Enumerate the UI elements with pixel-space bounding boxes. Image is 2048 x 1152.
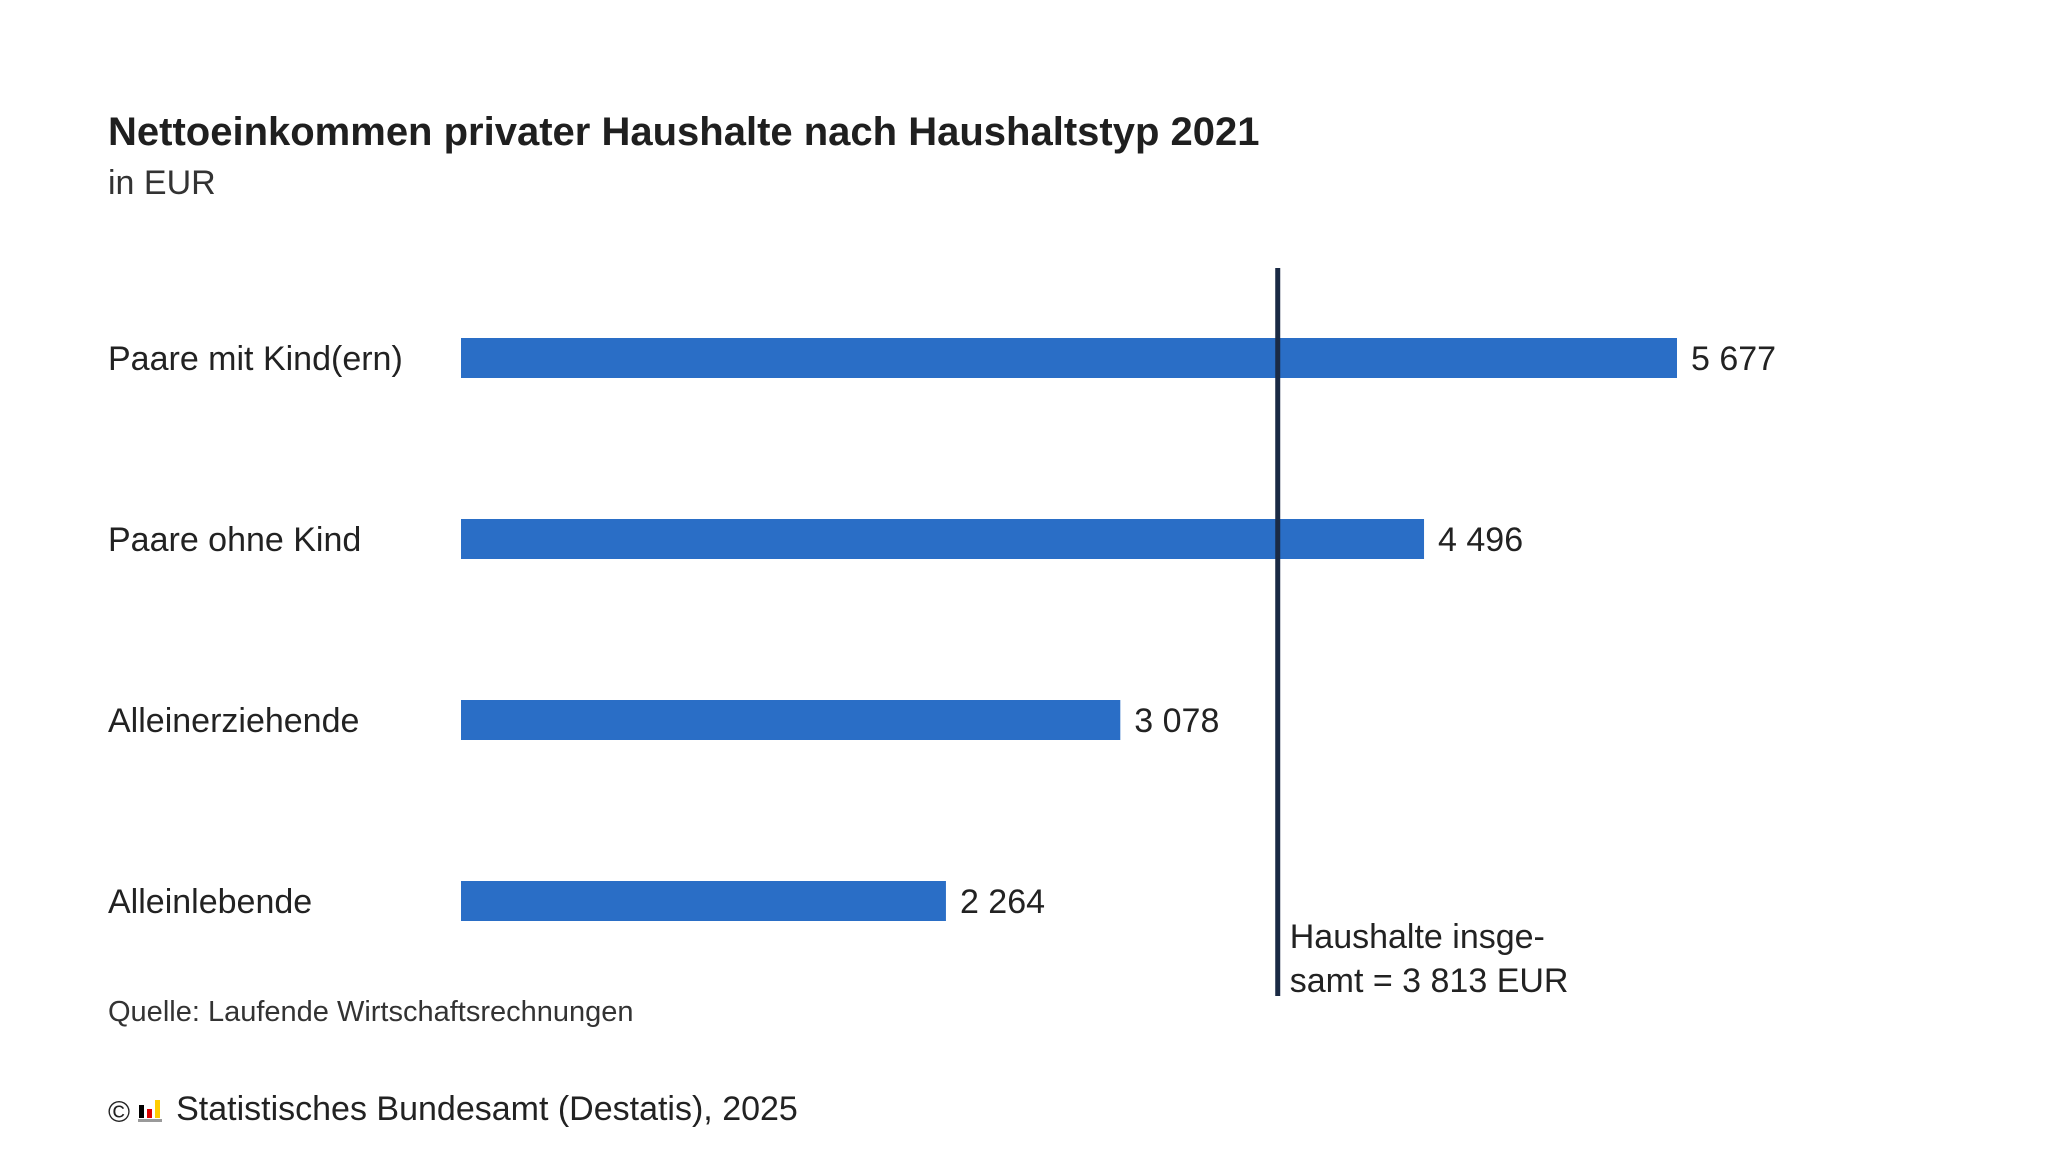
copyright-icon: © [108, 1095, 131, 1129]
bar [461, 519, 1425, 559]
value-label: 4 496 [1438, 521, 1523, 559]
bar [461, 700, 1121, 740]
category-label: Paare mit Kind(ern) [108, 340, 403, 378]
category-label: Alleinlebende [108, 883, 312, 921]
value-label: 3 078 [1134, 702, 1219, 740]
source-note: Quelle: Laufende Wirtschaftsrechnungen [108, 996, 634, 1028]
reference-line-label: samt = 3 813 EUR [1290, 962, 1569, 1000]
chart-subtitle: in EUR [108, 164, 216, 202]
value-label: 2 264 [960, 883, 1045, 921]
category-label: Alleinerziehende [108, 702, 359, 740]
bar [461, 338, 1677, 378]
copyright-footer: © Statistisches Bundesamt (Destatis), 20… [108, 1090, 798, 1129]
bar [461, 881, 946, 921]
copyright-text: Statistisches Bundesamt (Destatis), 2025 [176, 1090, 798, 1128]
chart-title: Nettoeinkommen privater Haushalte nach H… [108, 110, 1260, 154]
category-label: Paare ohne Kind [108, 521, 361, 559]
destatis-logo-icon [138, 1099, 163, 1122]
value-label: 5 677 [1691, 340, 1776, 378]
reference-line-label: Haushalte insge- [1290, 918, 1545, 956]
